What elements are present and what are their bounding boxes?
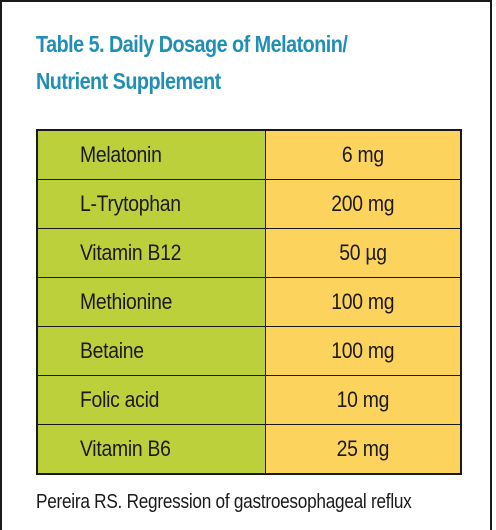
dose-value: 200 mg: [331, 191, 395, 216]
dose-value: 50 µg: [338, 240, 387, 265]
dose-value: 100 mg: [331, 338, 395, 363]
dose-cell: 25 mg: [264, 424, 462, 475]
dose-cell: 10 mg: [264, 375, 462, 425]
dosage-table: Melatonin 6 mg L-Trytophan 200 mg Vitami…: [36, 129, 462, 475]
dose-cell: 200 mg: [264, 179, 462, 229]
dose-value: 25 mg: [336, 436, 390, 461]
nutrient-name: Betaine: [80, 338, 144, 363]
table-row: Betaine 100 mg: [36, 326, 462, 376]
table-title-line-2: Nutrient Supplement: [36, 68, 221, 94]
nutrient-name: Vitamin B12: [80, 240, 182, 265]
citation-text: Pereira RS. Regression of gastroesophage…: [36, 491, 412, 513]
table-title-line-1: Table 5. Daily Dosage of Melatonin/: [36, 31, 348, 57]
table-row: Vitamin B6 25 mg: [36, 424, 462, 475]
dose-cell: 100 mg: [264, 326, 462, 376]
nutrient-cell: L-Trytophan: [36, 179, 266, 229]
dose-value: 6 mg: [341, 142, 384, 167]
dose-value: 100 mg: [331, 289, 395, 314]
nutrient-cell: Melatonin: [36, 129, 266, 180]
nutrient-cell: Vitamin B6: [36, 424, 266, 475]
nutrient-cell: Vitamin B12: [36, 228, 266, 278]
table-row: Vitamin B12 50 µg: [36, 228, 462, 278]
nutrient-name: Melatonin: [80, 142, 162, 167]
nutrient-cell: Folic acid: [36, 375, 266, 425]
dose-cell: 6 mg: [264, 129, 462, 180]
table-row: L-Trytophan 200 mg: [36, 179, 462, 229]
table-title: Table 5. Daily Dosage of Melatonin/ Nutr…: [36, 26, 397, 100]
nutrient-name: Methionine: [80, 289, 173, 314]
dose-cell: 50 µg: [264, 228, 462, 278]
nutrient-name: L-Trytophan: [80, 191, 181, 216]
nutrient-name: Vitamin B6: [80, 436, 171, 461]
nutrient-cell: Methionine: [36, 277, 266, 327]
nutrient-cell: Betaine: [36, 326, 266, 376]
dose-value: 10 mg: [336, 387, 390, 412]
dose-cell: 100 mg: [264, 277, 462, 327]
table-row: Folic acid 10 mg: [36, 375, 462, 425]
table-row: Methionine 100 mg: [36, 277, 462, 327]
table-row: Melatonin 6 mg: [36, 129, 462, 180]
nutrient-name: Folic acid: [80, 387, 160, 412]
